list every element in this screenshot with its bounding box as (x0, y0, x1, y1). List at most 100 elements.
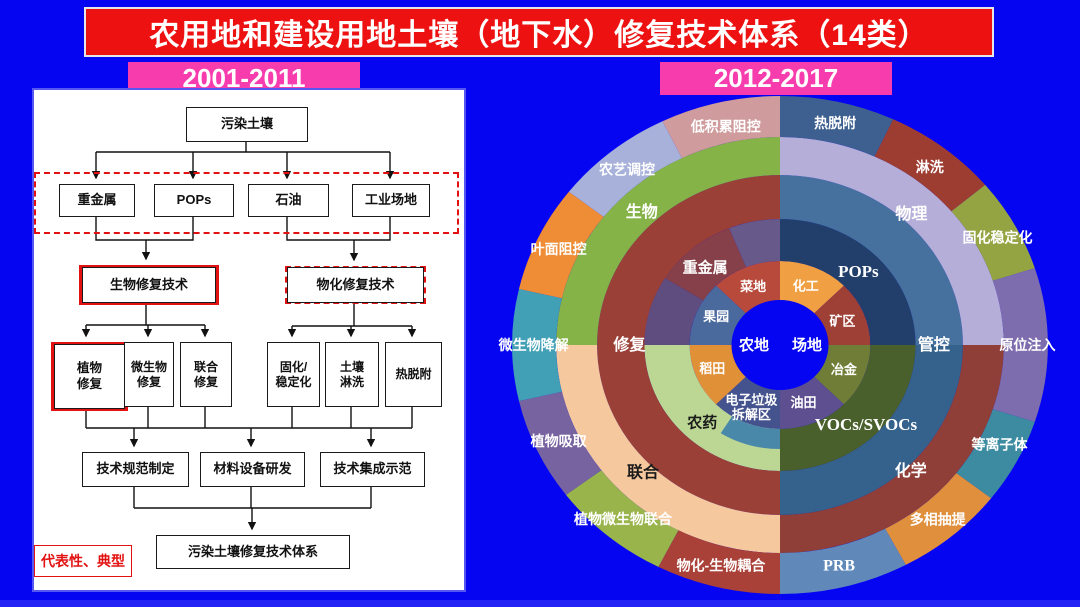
label-contaminant-VOCs/SVOCs: VOCs/SVOCs (815, 415, 918, 434)
bottom-strip (0, 600, 1080, 607)
segment-land-use-稻田 (689, 345, 746, 405)
flowchart-connectors (81, 140, 417, 531)
node-contaminated-soil: 污染土壤 (186, 107, 308, 142)
segment-method-class-化学 (780, 345, 1004, 553)
slide-title: 农用地和建设用地土壤（地下水）修复技术体系（14类） (84, 7, 994, 57)
node-physchem-branch: 物化修复技术 (285, 266, 426, 304)
label-technique-植物吸取: 植物吸取 (530, 433, 588, 449)
label-land-use-电子垃圾拆解区: 电子垃圾拆解区 (725, 393, 778, 423)
label-land-use-冶金: 冶金 (831, 362, 858, 377)
label-technique-叶面阻控: 叶面阻控 (531, 241, 587, 257)
segment-method-class-生物 (556, 137, 780, 345)
label-method-class-化学: 化学 (895, 461, 927, 480)
slide-title-text: 农用地和建设用地土壤（地下水）修复技术体系（14类） (149, 19, 929, 52)
label-technique-农艺调控: 农艺调控 (598, 161, 655, 177)
contaminant-group-outline (34, 172, 459, 234)
label-land-use-菜地: 菜地 (739, 279, 766, 294)
label-land-use-矿区: 矿区 (829, 313, 855, 328)
node-materials-equipment: 材料设备研发 (200, 452, 305, 487)
node-technical-standards: 技术规范制定 (82, 452, 189, 487)
segment-technique-叶面阻控 (518, 191, 604, 299)
segment-land-use-冶金 (814, 345, 871, 405)
label-land-use-化工: 化工 (793, 279, 819, 294)
label-technique-植物微生物联合: 植物微生物联合 (573, 511, 673, 527)
period-right-text: 2012-2017 (713, 63, 839, 93)
label-technique-物化-生物耦合: 物化-生物耦合 (677, 557, 767, 573)
node-soil-washing: 土壤 淋洗 (325, 342, 379, 407)
note-representative-typical: 代表性、典型 (34, 545, 132, 577)
segment-contaminant-POPs (780, 219, 916, 345)
node-petroleum: 石油 (248, 184, 329, 217)
label-technique-淋洗: 淋洗 (916, 159, 944, 175)
segment-technique-固化稳定化 (951, 184, 1035, 281)
node-physchem-branch-label: 物化修复技术 (287, 267, 424, 303)
segment-technique-物化-生物耦合 (658, 530, 780, 594)
label-contaminant-农药: 农药 (686, 414, 717, 432)
node-remediation-system: 污染土壤修复技术体系 (156, 535, 350, 569)
flowchart-panel: 污染土壤 重金属 POPs 石油 工业场地 生物修复技术 物化修复技术 植物 修… (32, 88, 466, 592)
center-label-site: 场地 (792, 336, 822, 354)
segment-contaminant (729, 219, 780, 268)
label-technique-微生物降解: 微生物降解 (498, 337, 569, 353)
label-land-use-稻田: 稻田 (699, 361, 725, 376)
segment-strategy-管控 (780, 175, 963, 345)
node-combined-remediation: 联合 修复 (180, 342, 232, 407)
segment-technique-植物吸取 (518, 391, 602, 495)
segment-technique-多相抽提 (885, 473, 992, 565)
label-method-class-联合: 联合 (627, 462, 660, 481)
segment-contaminant (644, 278, 704, 345)
label-technique-固化稳定化: 固化稳定化 (963, 229, 1033, 245)
node-integration-demo: 技术集成示范 (320, 452, 425, 487)
node-phytoremediation: 植物 修复 (51, 342, 128, 411)
node-pops: POPs (154, 184, 234, 217)
sunburst-center (731, 300, 829, 390)
segment-land-use-果园 (689, 285, 746, 345)
node-solidification-stabilization: 固化/ 稳定化 (267, 342, 320, 407)
label-technique-PRB: PRB (823, 557, 855, 574)
label-method-class-物理: 物理 (895, 204, 927, 223)
segment-land-use-电子垃圾拆解区 (716, 376, 780, 429)
node-heavy-metals: 重金属 (59, 184, 135, 217)
label-land-use-油田: 油田 (791, 395, 817, 410)
segment-technique-农艺调控 (568, 121, 682, 217)
label-strategy-管控: 管控 (918, 335, 950, 354)
label-method-class-生物: 生物 (626, 202, 658, 221)
node-phytoremediation-label: 植物 修复 (54, 344, 125, 409)
label-technique-低积累阻控: 低积累阻控 (690, 119, 761, 135)
label-technique-多相抽提: 多相抽提 (910, 512, 967, 528)
segment-contaminant-VOCs/SVOCs (780, 345, 916, 471)
segment-technique-热脱附 (780, 96, 894, 157)
label-technique-等离子体: 等离子体 (972, 437, 1029, 453)
segment-strategy-修复 (597, 175, 780, 515)
center-label-farmland: 农地 (738, 336, 769, 354)
segment-technique-低积累阻控 (662, 96, 780, 159)
label-technique-原位注入: 原位注入 (999, 337, 1055, 353)
segment-technique-植物微生物联合 (565, 470, 679, 567)
period-header-right: 2012-2017 (660, 62, 892, 95)
node-industrial-site: 工业场地 (352, 184, 430, 217)
node-bioremediation-branch: 生物修复技术 (79, 265, 219, 305)
label-technique-热脱附: 热脱附 (814, 115, 856, 131)
segment-contaminant (720, 416, 780, 449)
label-contaminant-重金属: 重金属 (683, 259, 728, 277)
node-microbial-remediation: 微生物 修复 (124, 342, 174, 407)
segment-technique-等离子体 (956, 409, 1035, 499)
segment-method-class-联合 (556, 345, 780, 553)
label-strategy-修复: 修复 (612, 335, 646, 354)
label-contaminant-POPs: POPs (838, 262, 879, 281)
segment-land-use-化工 (780, 261, 844, 314)
segment-method-class-物理 (780, 137, 1004, 345)
segment-land-use-油田 (780, 376, 844, 429)
node-thermal-desorption: 热脱附 (385, 342, 442, 407)
segment-strategy (780, 345, 963, 515)
label-land-use-果园: 果园 (702, 309, 729, 324)
segment-technique-PRB (780, 528, 906, 594)
sunburst-rings (512, 96, 1048, 594)
node-bioremediation-branch-label: 生物修复技术 (82, 267, 216, 303)
segment-technique-微生物降解 (512, 289, 562, 401)
segment-technique-原位注入 (992, 268, 1048, 422)
segment-technique-淋洗 (874, 119, 986, 212)
segment-land-use-菜地 (716, 261, 780, 314)
